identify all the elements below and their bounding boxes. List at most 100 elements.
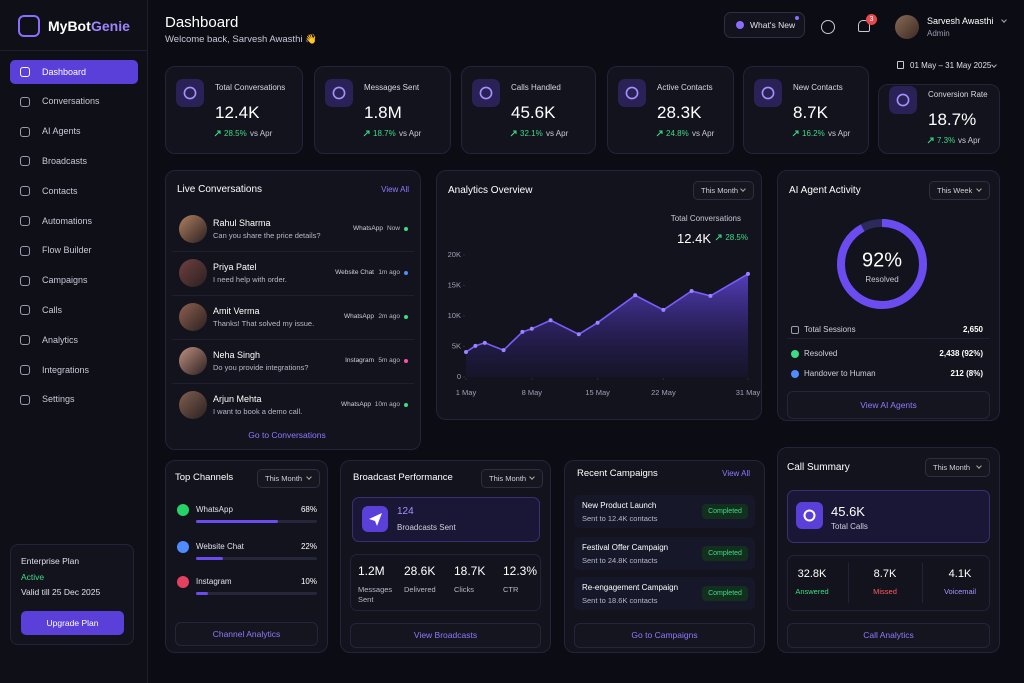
- contact-avatar: [179, 215, 207, 243]
- footer-link[interactable]: Go to Campaigns: [631, 630, 698, 641]
- row-divider: [172, 383, 414, 384]
- nav-item[interactable]: Calls: [42, 304, 63, 315]
- top-channels-card: [165, 460, 328, 653]
- user-name: Sarvesh Awasthi: [927, 15, 994, 26]
- nav-icon: [20, 156, 30, 167]
- nav-item[interactable]: AI Agents: [42, 126, 81, 137]
- activity-value: 2,650: [962, 325, 983, 334]
- nav-icon: [20, 245, 30, 256]
- stat-icon: [754, 79, 782, 107]
- message-time: 5m ago: [378, 356, 400, 364]
- bar-fill: [196, 557, 223, 560]
- campaign-name: New Product Launch: [582, 501, 657, 510]
- contact-avatar: [179, 259, 207, 287]
- help-icon[interactable]: [821, 20, 835, 34]
- nav-active-bg[interactable]: [10, 60, 138, 84]
- nav-icon: [20, 394, 30, 405]
- stat-change: 32.1%: [520, 129, 543, 138]
- legend-dot: [791, 370, 799, 378]
- filter-text[interactable]: This Month: [701, 186, 739, 196]
- view-all-link[interactable]: View All: [722, 469, 750, 478]
- activity-label: Resolved: [804, 349, 838, 358]
- nav-item[interactable]: Flow Builder: [42, 245, 92, 256]
- stat-value: 45.6K: [511, 102, 556, 122]
- nav-item[interactable]: Contacts: [42, 185, 78, 196]
- stat-card: [878, 84, 1000, 154]
- nav-item[interactable]: Campaigns: [42, 275, 88, 286]
- upgrade-button[interactable]: [21, 611, 124, 635]
- filter-dropdown[interactable]: [929, 181, 990, 200]
- contact-message: Thanks! That solved my issue.: [213, 319, 315, 329]
- nav-item[interactable]: Settings: [42, 394, 75, 405]
- view-all-link[interactable]: View All: [381, 185, 409, 194]
- upgrade-text[interactable]: Upgrade Plan: [46, 617, 99, 628]
- nav-item[interactable]: Analytics: [42, 334, 79, 345]
- filter-dropdown[interactable]: [925, 458, 990, 477]
- footer-button[interactable]: [175, 622, 318, 646]
- nav-item[interactable]: Dashboard: [42, 66, 87, 77]
- stat-icon: [325, 79, 353, 107]
- card-title: Broadcast Performance: [353, 472, 453, 484]
- stat-change: 24.8%: [666, 129, 689, 138]
- stat-change: 28.5%: [224, 129, 247, 138]
- metric-value: 1.2M: [358, 564, 385, 578]
- brand-name-accent: Genie: [91, 18, 130, 34]
- nav-item[interactable]: Integrations: [42, 364, 90, 375]
- metric-value: 18.7K: [454, 564, 486, 578]
- footer-link[interactable]: Call Analytics: [863, 630, 914, 641]
- metrics-box: [350, 554, 541, 611]
- stat-compare: vs Apr: [692, 129, 715, 138]
- footer-button[interactable]: [787, 623, 990, 648]
- filter-text[interactable]: This Month: [265, 474, 303, 484]
- channel-name: Website Chat: [196, 542, 244, 551]
- footer-button[interactable]: [350, 623, 541, 648]
- nav-icon: [20, 275, 30, 286]
- activity-label: Handover to Human: [804, 369, 876, 378]
- bell-icon[interactable]: [858, 20, 870, 32]
- campaign-sub: Sent to 24.8K contacts: [582, 556, 658, 566]
- channel-name: Website Chat: [335, 268, 374, 276]
- card-title: Top Channels: [175, 472, 234, 484]
- nav-icon: [20, 335, 30, 346]
- whats-new-button[interactable]: [724, 12, 805, 38]
- stat-value: 18.7%: [928, 109, 977, 129]
- footer-link[interactable]: View AI Agents: [860, 399, 917, 410]
- channel-icon: [177, 576, 189, 588]
- filter-text[interactable]: This Week: [937, 186, 973, 196]
- campaign-sub: Sent to 18.6K contacts: [582, 596, 658, 606]
- channel-name: Instagram: [345, 356, 374, 364]
- filter-text[interactable]: This Month: [933, 463, 971, 473]
- metric-label: Clicks: [454, 585, 474, 595]
- channel-dot: [404, 227, 408, 231]
- whats-new-text[interactable]: What's New: [750, 19, 796, 30]
- chevron: [1001, 17, 1007, 23]
- activity-value: 2,438 (92%): [939, 349, 983, 358]
- row-divider: [172, 295, 414, 296]
- user-avatar[interactable]: [895, 15, 919, 39]
- nav-item[interactable]: Automations: [42, 215, 93, 226]
- footer-button[interactable]: [574, 623, 755, 648]
- footer-link[interactable]: Channel Analytics: [212, 628, 281, 639]
- stat-compare: vs Apr: [546, 129, 569, 138]
- date-range[interactable]: 01 May – 31 May 2025: [910, 61, 992, 70]
- metric-label: Messages Sent: [358, 585, 393, 604]
- message-time: 1m ago: [378, 268, 400, 276]
- contact-avatar: [179, 303, 207, 331]
- filter-dropdown[interactable]: [481, 469, 543, 488]
- filter-text[interactable]: This Month: [489, 474, 527, 484]
- filter-dropdown[interactable]: [257, 469, 320, 488]
- live-conversations-card: [165, 170, 421, 450]
- nav-item[interactable]: Conversations: [42, 96, 100, 107]
- channel-dot: [404, 271, 408, 275]
- footer-button[interactable]: [787, 391, 990, 419]
- status-badge: [702, 504, 748, 519]
- card-title: AI Agent Activity: [789, 185, 861, 196]
- filter-dropdown[interactable]: [693, 181, 754, 200]
- card-title: Call Summary: [787, 462, 850, 473]
- footer-link[interactable]: View Broadcasts: [413, 630, 478, 641]
- nav-item[interactable]: Broadcasts: [42, 155, 88, 166]
- broadcast-card: [340, 460, 551, 653]
- footer-link[interactable]: Go to Conversations: [248, 429, 326, 440]
- nav-icon: [20, 305, 30, 316]
- stat-icon: [472, 79, 500, 107]
